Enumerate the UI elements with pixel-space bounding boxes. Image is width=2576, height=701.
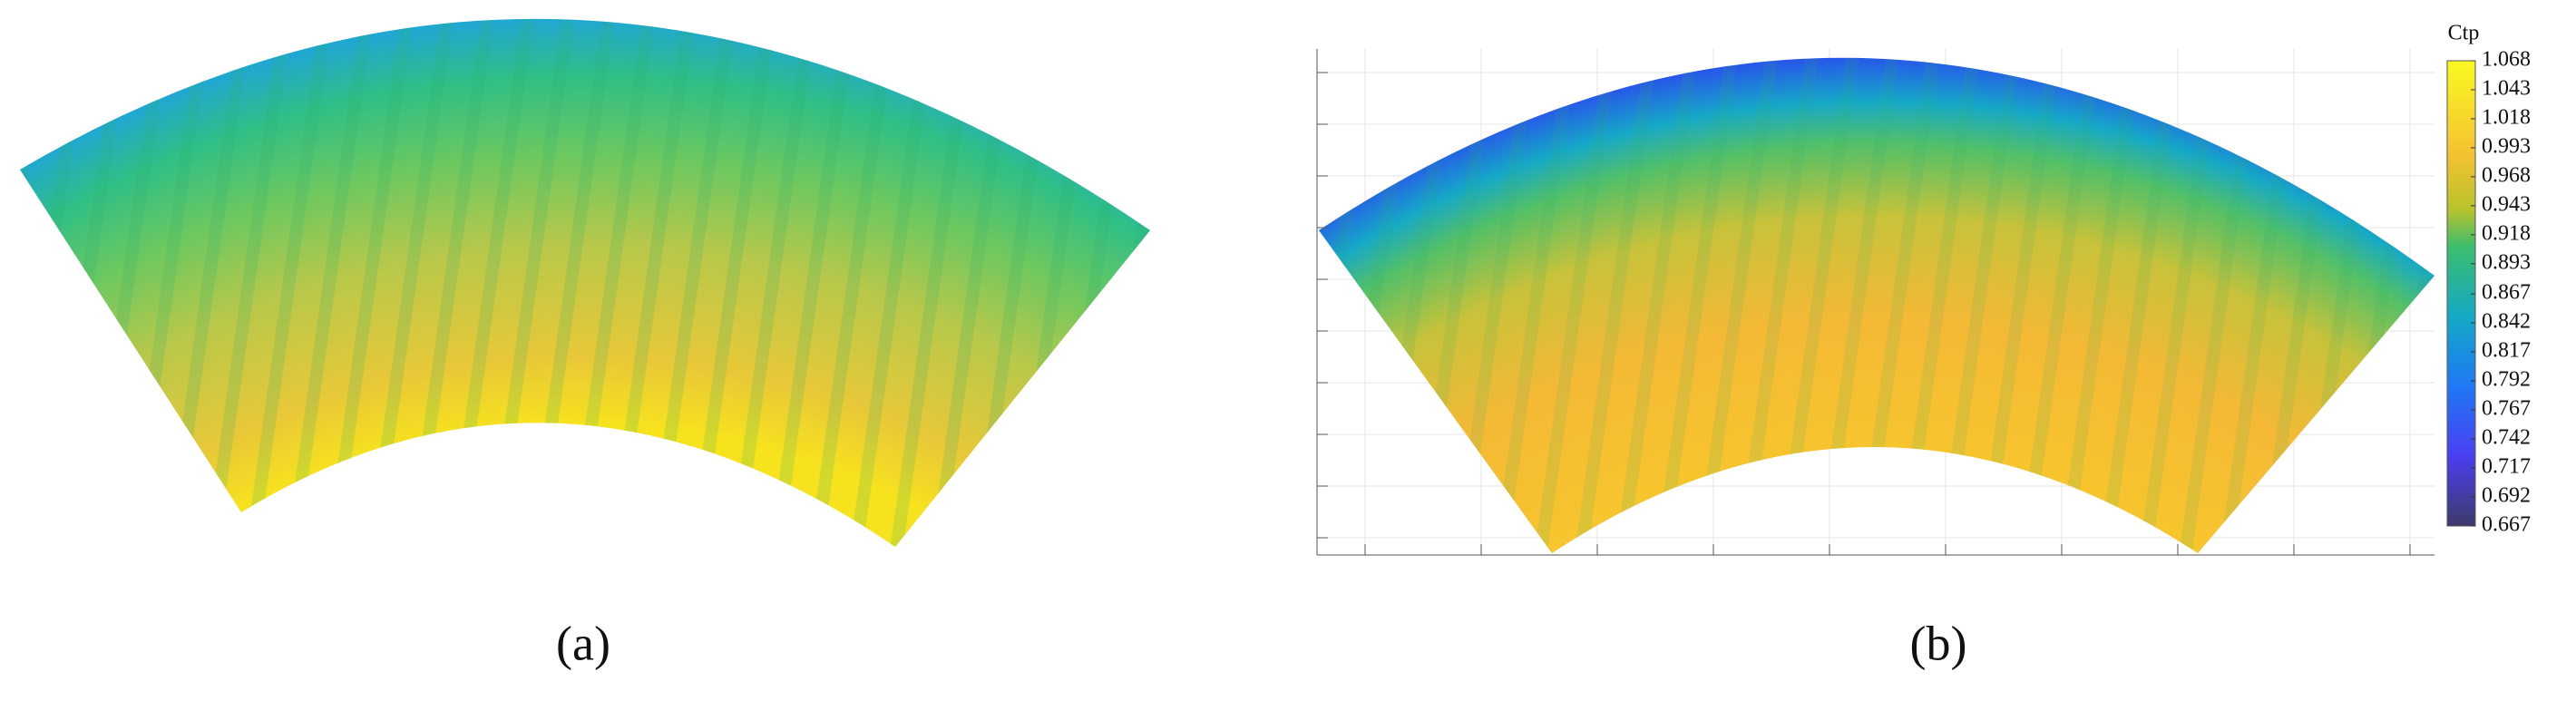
colorbar-tick-label: 0.893 — [2482, 250, 2531, 274]
contour-streaks-a — [20, 18, 1150, 547]
colorbar-tick-label: 0.943 — [2482, 192, 2531, 216]
colorbar-tick-label: 0.842 — [2482, 310, 2531, 334]
panel-label: (b) — [1910, 616, 1967, 670]
contour-streaks-b — [1319, 57, 2435, 554]
colorbar-tick-label: 0.767 — [2482, 397, 2531, 421]
colorbar-tick-label: 0.918 — [2482, 221, 2531, 245]
colorbar-tick-label: 1.018 — [2482, 105, 2531, 129]
colorbar-tick-label: 1.043 — [2482, 76, 2531, 100]
colorbar-tick-label: 0.867 — [2482, 281, 2531, 305]
colorbar-tick-label: 0.993 — [2482, 134, 2531, 158]
colorbar-title: Ctp — [2448, 22, 2480, 45]
colorbar-tick-label: 0.667 — [2482, 513, 2531, 537]
colorbar-tick-label: 0.717 — [2482, 455, 2531, 479]
colorbar-tick-label: 0.817 — [2482, 339, 2531, 363]
colorbar — [2446, 60, 2476, 527]
colorbar-tick-label: 0.792 — [2482, 368, 2531, 392]
panel-label: (a) — [556, 616, 610, 670]
colorbar-tick-label: 0.692 — [2482, 484, 2531, 508]
colorbar-tick-label: 0.742 — [2482, 426, 2531, 450]
colorbar-tick-label: 1.068 — [2482, 48, 2531, 72]
colorbar-tick-label: 0.968 — [2482, 163, 2531, 187]
